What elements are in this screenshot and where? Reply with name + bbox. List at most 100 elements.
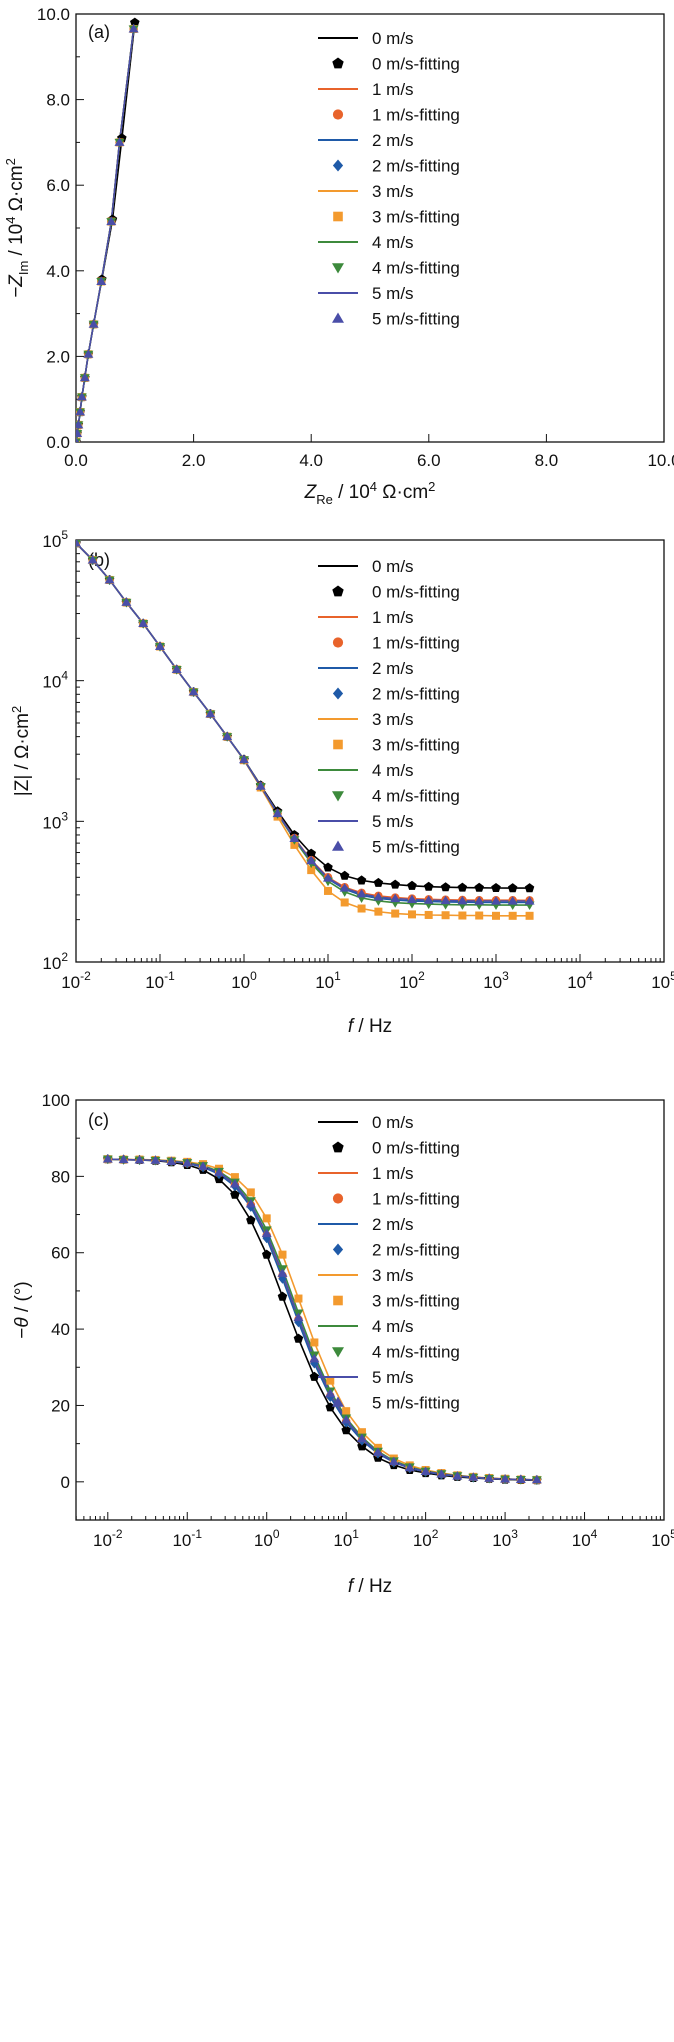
series-markers-5 [76,23,139,442]
x-tick-exponent: -2 [112,1527,123,1541]
x-axis-title-superscript: 4 [370,479,377,494]
legend-marker [332,1193,344,1204]
data-point [188,687,199,696]
x-axis-title-part: / Hz [353,1016,392,1037]
data-point [229,1179,240,1188]
legend-label: 1 m/s-fitting [372,1190,460,1209]
data-point [356,888,367,898]
legend-marker [332,109,344,120]
data-point [262,1214,271,1223]
x-tick-label: 100 [231,969,257,992]
y-tick-base: 10 [42,673,61,692]
data-point [357,1441,367,1451]
x-tick-label: 102 [413,1527,439,1550]
legend-label: 1 m/s-fitting [372,106,460,125]
data-point [507,896,518,905]
data-point [272,808,283,818]
panel-b: 10-2 10-1 100 101 102 103 104 105102103104105f … [9,528,674,1037]
series-markers-5 [102,1154,542,1484]
data-point [323,862,333,872]
data-point [440,895,451,905]
legend-marker [333,211,343,222]
series-markers-4 [76,25,139,442]
series-line-5 [76,542,530,902]
legend-label: 4 m/s-fitting [372,1343,460,1362]
data-point [246,1188,255,1197]
legend-label: 0 m/s-fitting [372,1139,460,1158]
x-tick-base: 10 [231,973,250,992]
x-tick-base: 10 [254,1531,273,1550]
legend-label: 0 m/s-fitting [372,55,460,74]
legend-label: 1 m/s [372,80,414,99]
x-tick-label: 10-1 [145,969,175,992]
x-tick-label: 104 [567,969,593,992]
y-tick-label: 103 [42,809,68,832]
legend-marker [332,263,344,274]
x-tick-label: 100 [254,1527,280,1550]
y-tick-label: 8.0 [46,91,70,110]
y-tick-label: 80 [51,1167,70,1186]
series-line-5 [107,1158,537,1481]
legend-label: 2 m/s [372,1215,414,1234]
legend: 0 m/s 0 m/s-fitting 1 m/s 1 m/s-fitting 2 m/… [318,1113,460,1413]
x-tick-label: 0.0 [64,451,88,470]
x-tick-exponent: 1 [352,1527,359,1541]
data-point [531,1474,542,1484]
x-tick-exponent: 4 [586,969,593,983]
data-point [128,23,139,33]
data-point [423,895,434,904]
legend-label: 4 m/s [372,761,414,780]
data-point [457,895,468,905]
y-tick-label: 100 [42,1091,70,1110]
y-tick-exponent: 3 [61,809,68,823]
data-point [373,891,384,901]
series-markers-0 [76,540,535,893]
data-point [524,883,535,893]
y-axis-title-part: / (°) [12,1281,33,1317]
x-tick-base: 10 [172,1531,191,1550]
x-tick-base: 10 [399,973,418,992]
series-line-3 [76,542,530,917]
data-point [150,1155,161,1164]
data-point [155,641,165,650]
x-axis-title: ZRe / 104 Ω·cm2 [304,479,436,507]
data-point [341,1425,351,1435]
plot-area [76,17,140,442]
data-point [294,1294,303,1303]
x-tick-label: 101 [315,969,341,992]
y-axis-title-part: / 10 [6,224,27,261]
data-point [205,708,216,718]
y-axis-title: −θ / (°) [12,1281,33,1339]
x-tick-exponent: -2 [80,969,91,983]
y-tick-label: 0.0 [46,433,70,452]
legend-marker [332,57,344,69]
data-point [407,894,417,904]
data-point [166,1156,177,1165]
series-line-1 [107,1158,537,1481]
y-axis-title-part: |Z| / Ω·cm [12,713,33,796]
y-tick-label: 4.0 [46,262,70,281]
series-line-1 [76,542,530,902]
plot-frame [75,539,665,963]
x-tick-label: 10-2 [93,1527,123,1550]
x-tick-base: 10 [651,1531,670,1550]
x-tick-label: 6.0 [417,451,441,470]
legend-label: 5 m/s-fitting [372,1394,460,1413]
data-point [130,17,140,27]
x-tick-exponent: 0 [250,969,257,983]
legend-marker [332,1243,344,1256]
data-point [372,1447,383,1456]
plot-area [76,540,535,920]
data-point [307,866,316,875]
plot-frame [75,1099,665,1521]
data-point [87,555,98,564]
data-point [309,1353,320,1363]
y-tick-label: 104 [42,669,68,692]
x-tick-label: 101 [333,1527,359,1550]
data-point [452,1471,463,1480]
x-tick-label: 4.0 [299,451,323,470]
legend-label: 4 m/s [372,233,414,252]
x-tick-label: 10-1 [172,1527,202,1550]
data-point [306,848,316,858]
legend-label: 3 m/s-fitting [372,736,460,755]
